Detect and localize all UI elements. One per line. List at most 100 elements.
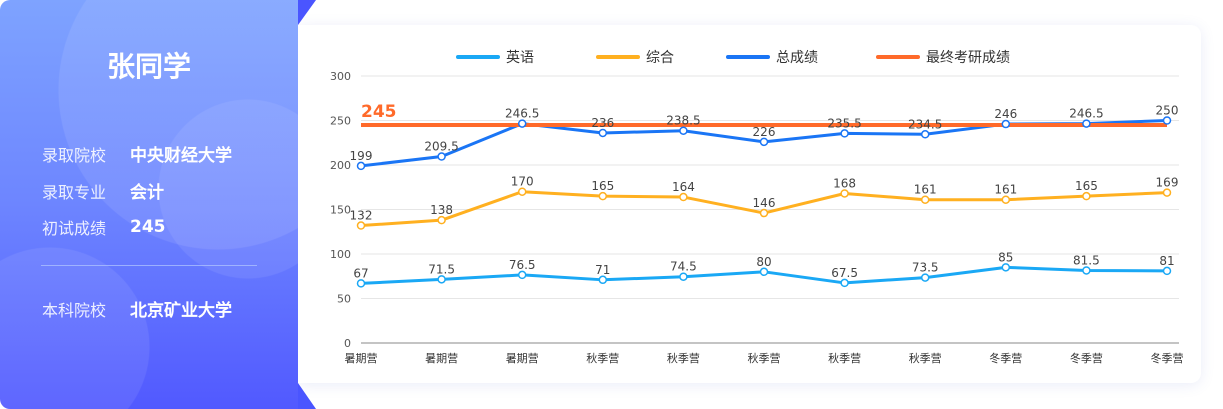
- data-label: 67.5: [831, 266, 858, 280]
- data-point: [356, 279, 366, 288]
- data-point: [920, 195, 930, 204]
- data-label: 234.5: [908, 117, 942, 131]
- data-label: 146: [753, 196, 776, 210]
- data-label: 71.5: [428, 262, 455, 276]
- data-point: [1162, 188, 1172, 197]
- x-tick-label: 秋季营: [586, 351, 619, 365]
- data-point: [920, 130, 930, 139]
- data-point: [679, 192, 688, 202]
- data-point: [679, 272, 688, 281]
- x-tick-label: 秋季营: [667, 351, 700, 365]
- final-score-annotation: 245: [361, 102, 397, 122]
- data-label: 74.5: [670, 260, 697, 274]
- major: 会计: [130, 183, 164, 203]
- chart-card: [298, 25, 1201, 383]
- data-label: 246: [994, 107, 1017, 121]
- corner-decoration: [298, 0, 316, 25]
- data-point: [356, 161, 366, 171]
- data-label: 138: [430, 203, 453, 217]
- legend-label: 综合: [646, 50, 674, 66]
- y-tick-label: 150: [330, 204, 351, 217]
- data-point: [1001, 263, 1011, 272]
- x-tick-label: 冬季营: [1070, 351, 1103, 365]
- major-label: 录取专业: [42, 182, 107, 202]
- legend-label: 最终考研成绩: [926, 50, 1010, 66]
- data-point: [1082, 191, 1091, 201]
- data-point: [679, 126, 688, 135]
- data-point: [840, 129, 849, 138]
- legend-label: 英语: [506, 49, 534, 66]
- x-tick-label: 暑期营: [506, 351, 539, 365]
- data-point: [1162, 116, 1172, 125]
- undergrad-label: 本科院校: [42, 300, 107, 320]
- data-point: [920, 273, 930, 282]
- data-label: 238.5: [666, 114, 700, 128]
- data-label: 169: [1156, 176, 1179, 190]
- data-point: [517, 270, 527, 280]
- y-tick-label: 200: [330, 159, 351, 172]
- data-point: [598, 191, 608, 201]
- data-point: [1082, 266, 1091, 275]
- data-label: 81: [1159, 254, 1174, 268]
- corner-decoration: [298, 383, 316, 409]
- initial-score: 245: [130, 217, 166, 237]
- data-label: 132: [350, 209, 373, 223]
- y-tick-label: 300: [330, 70, 351, 83]
- data-label: 161: [994, 183, 1017, 197]
- data-point: [437, 215, 446, 225]
- data-label: 165: [591, 179, 614, 193]
- divider: [41, 265, 257, 266]
- data-label: 73.5: [912, 261, 939, 275]
- data-point: [759, 208, 769, 218]
- data-label: 67: [353, 266, 368, 280]
- data-label: 76.5: [509, 258, 536, 272]
- x-tick-label: 冬季营: [1151, 351, 1184, 365]
- data-point: [598, 275, 608, 285]
- data-label: 165: [1075, 179, 1098, 193]
- data-point: [1162, 266, 1172, 276]
- data-label: 235.5: [827, 116, 861, 130]
- data-point: [517, 187, 527, 196]
- data-label: 161: [914, 183, 937, 197]
- x-tick-label: 冬季营: [989, 351, 1022, 365]
- data-point: [356, 221, 366, 230]
- x-tick-label: 秋季营: [748, 351, 781, 365]
- data-label: 246.5: [505, 107, 539, 121]
- x-tick-label: 暑期营: [345, 351, 378, 365]
- admitted-school: 中央财经大学: [130, 146, 232, 166]
- data-point: [1001, 119, 1011, 129]
- data-label: 81.5: [1073, 253, 1100, 267]
- data-label: 236: [591, 116, 614, 130]
- data-label: 246.5: [1069, 107, 1103, 121]
- y-tick-label: 0: [344, 337, 351, 350]
- student-name: 张同学: [106, 50, 191, 83]
- y-tick-label: 100: [330, 248, 351, 261]
- data-label: 85: [998, 250, 1013, 264]
- data-label: 71: [595, 263, 610, 277]
- undergrad-school: 北京矿业大学: [130, 301, 232, 321]
- student-panel: 张同学 录取院校 中央财经大学 录取专业 会计 初试成绩 245 本科院校 北京矿业大学: [0, 0, 298, 409]
- data-label: 164: [672, 180, 695, 194]
- data-label: 80: [756, 255, 771, 269]
- data-label: 199: [350, 149, 373, 163]
- data-point: [759, 267, 769, 277]
- data-label: 250: [1156, 104, 1179, 118]
- y-tick-label: 250: [330, 115, 351, 128]
- legend-label: 总成绩: [776, 50, 818, 66]
- data-point: [1001, 195, 1011, 204]
- data-point: [517, 119, 527, 128]
- admitted-school-label: 录取院校: [42, 145, 107, 165]
- x-tick-label: 秋季营: [909, 351, 942, 365]
- data-label: 226: [753, 125, 776, 139]
- y-tick-label: 50: [337, 293, 351, 306]
- data-point: [840, 189, 849, 198]
- initial-score-label: 初试成绩: [42, 219, 107, 238]
- data-point: [759, 137, 769, 147]
- data-label: 209.5: [424, 140, 458, 154]
- x-tick-label: 暑期营: [425, 351, 458, 365]
- data-point: [598, 128, 608, 138]
- data-label: 170: [511, 175, 534, 189]
- data-point: [1082, 119, 1091, 128]
